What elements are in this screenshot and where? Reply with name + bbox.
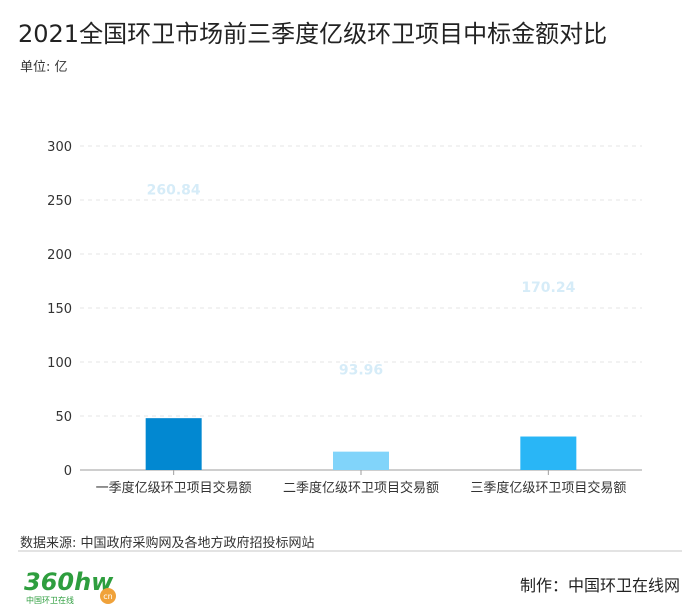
data-label: 260.84	[147, 182, 201, 198]
credit-text: 制作：中国环卫在线网	[519, 576, 680, 595]
chart-title: 2021全国环卫市场前三季度亿级环卫项目中标金额对比	[18, 20, 608, 48]
x-tick-label: 二季度亿级环卫项目交易额	[283, 480, 439, 496]
bar	[145, 418, 202, 470]
x-tick-label: 三季度亿级环卫项目交易额	[470, 480, 626, 496]
y-tick-label: 0	[64, 464, 72, 479]
data-source: 数据来源: 中国政府采购网及各地方政府招投标网站	[20, 536, 315, 551]
logo-badge-text: cn	[103, 592, 112, 601]
y-tick-label: 200	[47, 248, 72, 263]
bar	[333, 451, 389, 470]
footer-divider	[18, 550, 682, 552]
unit-label: 单位: 亿	[20, 60, 68, 75]
y-tick-label: 50	[55, 410, 72, 425]
logo-text: 360hw	[24, 568, 114, 596]
bar	[520, 436, 577, 470]
y-tick-label: 300	[47, 140, 72, 155]
x-tick-label: 一季度亿级环卫项目交易额	[96, 480, 252, 496]
logo-subtext: 中国环卫在线	[26, 595, 74, 605]
y-tick-label: 150	[47, 302, 72, 317]
y-tick-label: 250	[47, 194, 72, 209]
bar-chart: 0 50 100 150 200 250 300 一季度亿级环卫项目交易额 260.84 二季度亿…	[47, 140, 642, 496]
site-logo: 360hw 中国环卫在线 cn	[24, 568, 116, 605]
data-label: 170.24	[521, 280, 575, 296]
y-tick-label: 100	[47, 356, 72, 371]
logo-badge	[100, 588, 116, 604]
data-label: 93.96	[339, 363, 383, 379]
